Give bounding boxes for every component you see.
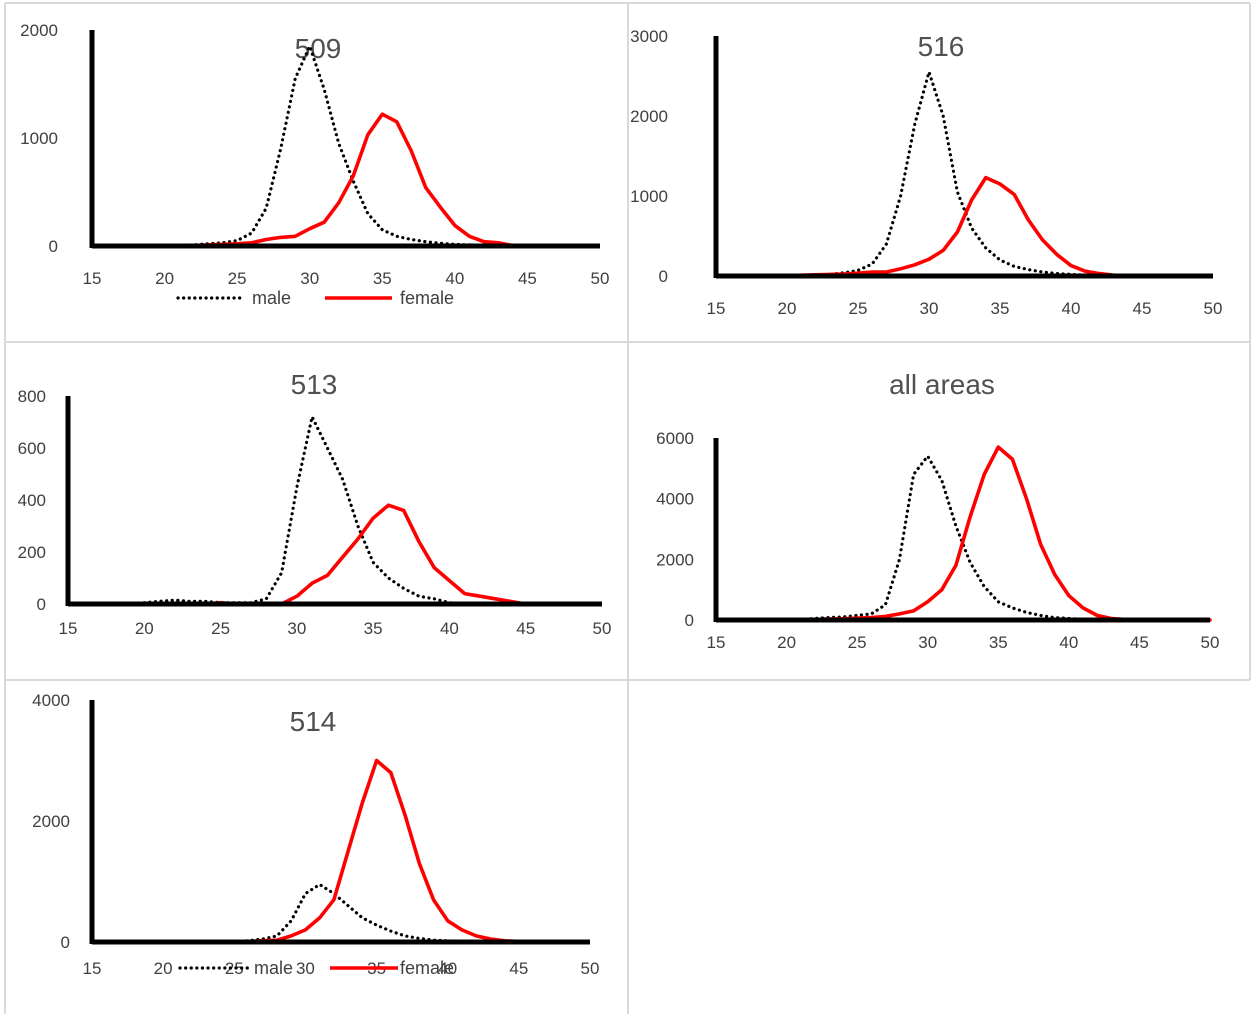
- series-line-female: [173, 503, 574, 606]
- chart-title: 516: [918, 31, 965, 62]
- chart-516: 516 0 1000 2000 3000 15 20 25 30 35 40 45 50: [630, 27, 1223, 318]
- x-tick-label: 15: [59, 619, 78, 638]
- x-tick-label: 30: [300, 269, 319, 288]
- legend-label-female: female: [400, 288, 454, 308]
- x-tick-label: 20: [155, 269, 174, 288]
- y-tick-label: 200: [18, 543, 46, 562]
- x-tick-label: 30: [918, 633, 937, 652]
- legend-label-male: male: [254, 958, 293, 978]
- series-line-male: [104, 44, 544, 248]
- x-tick-label: 40: [1059, 633, 1078, 652]
- series-line-female: [728, 175, 1144, 278]
- y-tick-label: 2000: [32, 812, 70, 831]
- y-tick-label: 600: [18, 439, 46, 458]
- x-tick-label: 25: [848, 633, 867, 652]
- chart-title: 513: [291, 369, 338, 400]
- x-tick-label: 35: [373, 269, 392, 288]
- chart-title: 514: [290, 706, 337, 737]
- x-tick-label: 25: [225, 959, 244, 978]
- y-tick-label: 4000: [32, 691, 70, 710]
- x-tick-label: 50: [593, 619, 612, 638]
- y-tick-label: 2000: [20, 21, 58, 40]
- x-tick-label: 30: [296, 959, 315, 978]
- x-tick-label: 15: [707, 299, 726, 318]
- y-tick-label: 6000: [656, 429, 694, 448]
- y-tick-label: 0: [659, 267, 668, 286]
- x-tick-label: 15: [707, 633, 726, 652]
- series-line-male: [133, 882, 564, 944]
- x-tick-label: 30: [287, 619, 306, 638]
- x-tick-label: 15: [83, 269, 102, 288]
- y-tick-label: 4000: [656, 490, 694, 509]
- y-tick-label: 0: [37, 595, 46, 614]
- chart-title: 509: [295, 33, 342, 64]
- chart-all-areas: all areas 0 2000 4000 6000 15 20 25 30 35 40 45 50: [656, 369, 1220, 652]
- y-tick-label: 2000: [630, 107, 668, 126]
- x-tick-label: 35: [989, 633, 1008, 652]
- y-tick-label: 1000: [630, 187, 668, 206]
- x-tick-label: 50: [581, 959, 600, 978]
- series-line-female: [132, 758, 564, 944]
- x-tick-label: 25: [849, 299, 868, 318]
- x-tick-label: 40: [440, 619, 459, 638]
- x-tick-label: 45: [1133, 299, 1152, 318]
- y-tick-label: 2000: [656, 550, 694, 569]
- series-line-female: [714, 445, 1212, 622]
- x-tick-label: 25: [211, 619, 230, 638]
- y-tick-label: 800: [18, 387, 46, 406]
- x-tick-label: 40: [445, 269, 464, 288]
- y-tick-label: 1000: [20, 129, 58, 148]
- x-tick-label: 15: [83, 959, 102, 978]
- x-tick-label: 50: [591, 269, 610, 288]
- x-tick-label: 45: [518, 269, 537, 288]
- x-tick-label: 20: [777, 633, 796, 652]
- y-tick-label: 3000: [630, 27, 668, 46]
- x-tick-label: 25: [228, 269, 247, 288]
- x-tick-label: 35: [364, 619, 383, 638]
- legend-label-male: male: [252, 288, 291, 308]
- chart-513: 513 0 200 400 600 800 15 20 25 30 35 40 45 50: [18, 369, 612, 638]
- x-tick-label: 40: [438, 959, 457, 978]
- legend-label-female: female: [400, 958, 454, 978]
- x-tick-label: 45: [516, 619, 535, 638]
- chart-509: 509 0 1000 2000 15 20 25 30 35 40 45 50 male female: [20, 21, 610, 308]
- x-tick-label: 45: [509, 959, 528, 978]
- y-tick-label: 400: [18, 491, 46, 510]
- y-tick-label: 0: [49, 237, 58, 256]
- x-tick-label: 35: [991, 299, 1010, 318]
- x-tick-label: 40: [1062, 299, 1081, 318]
- chart-title: all areas: [889, 369, 995, 400]
- x-tick-label: 20: [778, 299, 797, 318]
- y-tick-label: 0: [685, 611, 694, 630]
- series-line-male: [142, 415, 467, 606]
- x-tick-label: 20: [154, 959, 173, 978]
- x-tick-label: 30: [920, 299, 939, 318]
- x-tick-label: 45: [1130, 633, 1149, 652]
- x-tick-label: 20: [135, 619, 154, 638]
- series-line-female: [104, 112, 544, 248]
- y-tick-label: 0: [61, 933, 70, 952]
- series-line-male: [728, 70, 1144, 278]
- x-tick-label: 50: [1201, 633, 1220, 652]
- x-tick-label: 50: [1204, 299, 1223, 318]
